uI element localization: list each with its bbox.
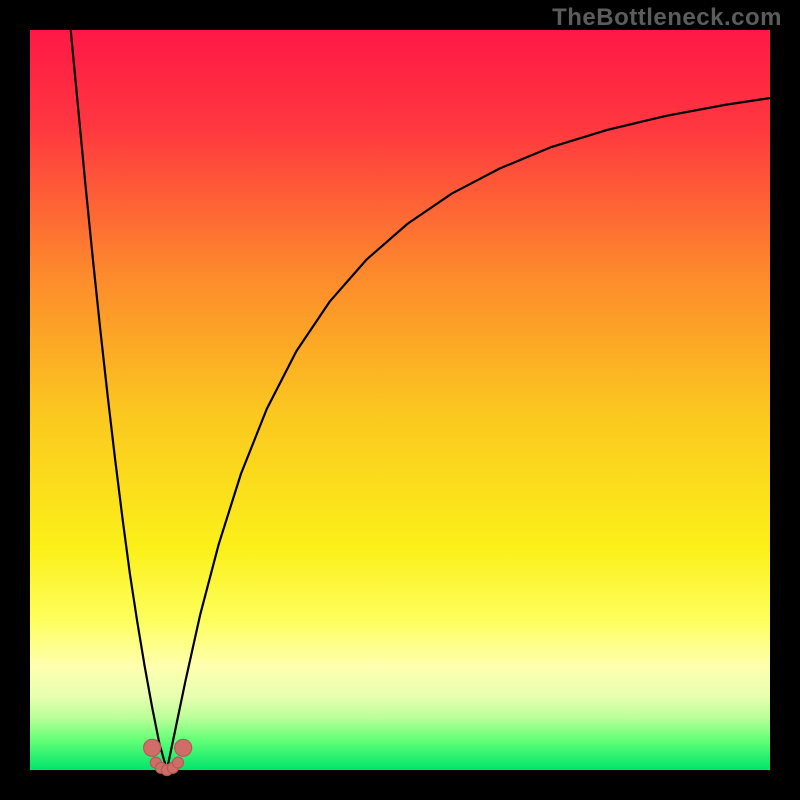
plot-background xyxy=(30,30,770,770)
curve-marker xyxy=(175,739,192,756)
chart-frame: TheBottleneck.com xyxy=(0,0,800,800)
watermark-text: TheBottleneck.com xyxy=(552,4,782,32)
curve-marker xyxy=(173,757,184,768)
bottleneck-chart xyxy=(0,0,800,800)
curve-marker xyxy=(144,739,161,756)
